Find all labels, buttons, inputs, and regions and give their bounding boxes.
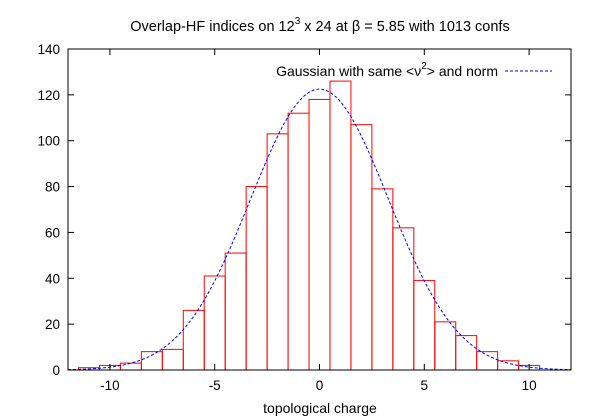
- x-axis-label: topological charge: [263, 400, 377, 416]
- plot-frame: [67, 48, 572, 371]
- x-tick-label: 0: [316, 378, 324, 393]
- x-tick-label: -10: [100, 378, 120, 393]
- chart-title-pre: Overlap-HF indices on 12: [130, 19, 294, 35]
- gaussian-curve: [67, 88, 572, 371]
- histogram-bar: [119, 362, 142, 371]
- histogram-bar: [266, 133, 289, 371]
- histogram-bar: [329, 80, 352, 371]
- histogram-bar: [476, 351, 499, 371]
- y-tick-label: 140: [37, 42, 60, 57]
- histogram-bar: [140, 351, 163, 371]
- y-tick-label: 0: [52, 363, 60, 378]
- histogram-bar: [350, 124, 373, 371]
- legend-label-sup: 2: [421, 61, 427, 72]
- histogram-bars: [77, 80, 541, 371]
- histogram-bar: [182, 309, 205, 371]
- chart-title: Overlap-HF indices on 123 x 24 at β = 5.…: [130, 16, 509, 35]
- y-tick-label: 40: [45, 271, 60, 286]
- y-tick-label: 60: [45, 225, 60, 240]
- histogram-bar: [287, 112, 310, 371]
- histogram-bar: [392, 227, 415, 371]
- y-tick-label: 120: [37, 88, 60, 103]
- legend-gaussian-label: Gaussian with same <ν2> and norm: [276, 61, 498, 79]
- chart-title-sup: 3: [295, 16, 301, 27]
- legend-label-post: > and norm: [427, 63, 498, 79]
- chart-title-post: x 24 at β = 5.85 with 1013 confs: [300, 19, 509, 35]
- y-tick-label: 20: [45, 317, 60, 332]
- x-tick-label: -5: [209, 378, 221, 393]
- legend: Gaussian with same <ν2> and norm: [276, 61, 552, 79]
- x-tick-label: 5: [421, 378, 429, 393]
- y-tick-label: 100: [37, 134, 60, 149]
- x-tick-label: 10: [522, 378, 537, 393]
- axes: 0 20 40 60 80 100 120 140 -10 -5 0 5 10: [37, 42, 572, 393]
- histogram-bar: [224, 252, 247, 371]
- histogram-bar: [308, 98, 331, 371]
- histogram-bar: [245, 186, 268, 371]
- legend-label-pre: Gaussian with same <ν: [276, 63, 421, 79]
- histogram-bar: [161, 348, 184, 371]
- y-tick-label: 80: [45, 180, 60, 195]
- histogram-bar: [434, 321, 457, 371]
- histogram-bar: [203, 275, 226, 371]
- histogram-bar: [371, 188, 394, 371]
